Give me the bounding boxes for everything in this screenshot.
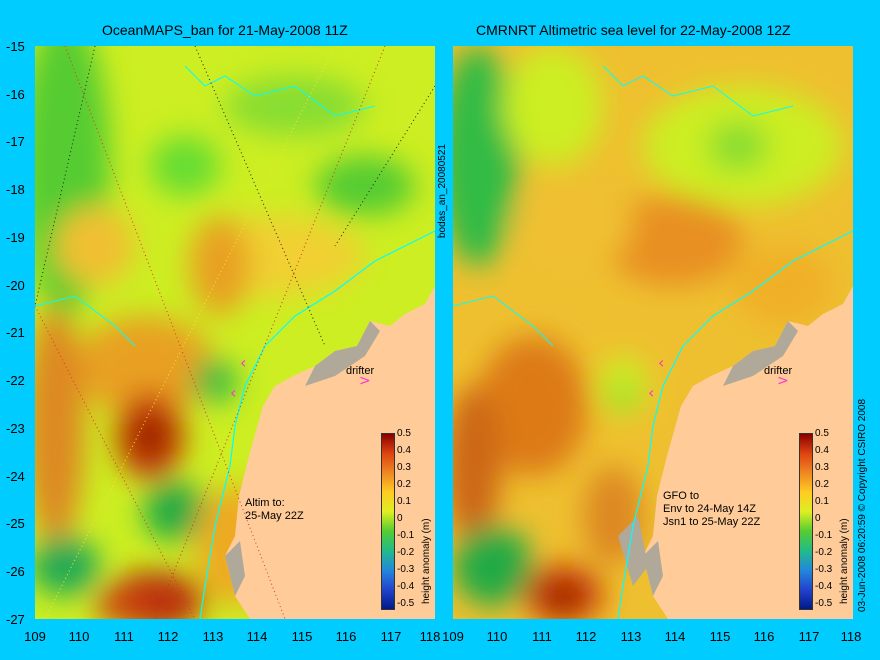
colorbar-tick: -0.4 — [397, 581, 415, 592]
colorbar-tick: -0.2 — [397, 547, 415, 558]
colorbar-tick: 0.1 — [397, 496, 411, 507]
y-tick: -23 — [6, 421, 25, 436]
right-map-title: CMRNRT Altimetric sea level for 22-May-2… — [476, 22, 791, 38]
drift-arrow-icon: ‹ — [648, 383, 654, 402]
coast-contour — [617, 230, 853, 619]
coast-contour — [184, 65, 376, 117]
x-tick: 109 — [442, 629, 464, 644]
reef-shading — [225, 321, 380, 596]
drifter-arrow-icon: > — [777, 373, 789, 389]
colorbar-tick: -0.2 — [815, 547, 833, 558]
right-sea-level-map: ‹ ‹ > — [453, 46, 853, 619]
x-tick: 114 — [246, 629, 268, 644]
left-colorbar-label: height anomaly (m) — [421, 518, 432, 604]
right-colorbar — [799, 433, 813, 610]
left-sea-level-map: ‹ ‹ > — [35, 46, 435, 619]
y-tick: -26 — [6, 564, 25, 579]
colorbar-tick: 0 — [397, 513, 403, 524]
y-tick: -16 — [6, 87, 25, 102]
y-tick: -19 — [6, 230, 25, 245]
y-tick: -21 — [6, 325, 25, 340]
x-tick: 110 — [486, 629, 508, 644]
x-tick: 113 — [620, 629, 642, 644]
colorbar-tick: 0.2 — [815, 479, 829, 490]
right-gfo-label: GFO to Env to 24-May 14Z Jsn1 to 25-May … — [663, 490, 761, 528]
colorbar-tick: 0.2 — [397, 479, 411, 490]
colorbar-tick: -0.1 — [397, 530, 415, 541]
y-tick: -18 — [6, 182, 25, 197]
colorbar-tick: 0.1 — [815, 496, 829, 507]
x-tick: 118 — [840, 629, 862, 644]
colorbar-tick: -0.3 — [815, 564, 833, 575]
colorbar-tick: -0.4 — [815, 581, 833, 592]
coast-contour — [602, 65, 794, 117]
right-colorbar-label: height anomaly (m) — [839, 518, 850, 604]
right-drifter-label: drifter — [764, 365, 793, 377]
colorbar-tick: 0.4 — [815, 445, 829, 456]
y-tick: -20 — [6, 278, 25, 293]
y-tick: -17 — [6, 134, 25, 149]
x-tick: 112 — [157, 629, 179, 644]
x-tick: 115 — [291, 629, 313, 644]
colorbar-tick: -0.1 — [815, 530, 833, 541]
left-map-title: OceanMAPS_ban for 21-May-2008 11Z — [102, 22, 348, 38]
x-tick: 117 — [798, 629, 820, 644]
colorbar-tick: 0.5 — [397, 428, 411, 439]
colorbar-tick: 0.3 — [815, 462, 829, 473]
x-tick: 118 — [419, 629, 441, 644]
left-drifter-label: drifter — [346, 365, 375, 377]
coast-contour — [453, 295, 554, 347]
y-tick: -24 — [6, 469, 25, 484]
reef-shading — [618, 321, 798, 596]
x-tick: 116 — [335, 629, 357, 644]
y-tick: -27 — [6, 612, 25, 627]
y-tick: -15 — [6, 39, 25, 54]
colorbar-tick: 0 — [815, 513, 821, 524]
left-anomaly-field — [35, 46, 415, 619]
colorbar-tick: 0.3 — [397, 462, 411, 473]
drifter-arrow-icon: > — [359, 373, 371, 389]
right-anomaly-field — [453, 46, 843, 619]
left-altim-label: Altim to: 25-May 22Z — [245, 497, 304, 522]
x-tick: 115 — [709, 629, 731, 644]
colorbar-tick: -0.3 — [397, 564, 415, 575]
coast-contour — [199, 230, 435, 619]
colorbar-tick: -0.5 — [397, 598, 415, 609]
left-colorbar — [381, 433, 395, 610]
x-tick: 109 — [24, 629, 46, 644]
x-tick: 117 — [380, 629, 402, 644]
x-tick: 111 — [532, 629, 552, 644]
x-tick: 110 — [68, 629, 90, 644]
x-tick: 114 — [664, 629, 686, 644]
y-tick: -22 — [6, 373, 25, 388]
coast-contour — [35, 295, 136, 347]
colorbar-tick: -0.5 — [815, 598, 833, 609]
colorbar-tick: 0.5 — [815, 428, 829, 439]
x-tick: 116 — [753, 629, 775, 644]
drift-arrow-icon: ‹ — [230, 383, 236, 402]
copyright-timestamp-label: 03-Jun-2008 06:20:59 © Copyright CSIRO 2… — [857, 398, 868, 612]
drift-arrow-icon: ‹ — [240, 353, 246, 372]
x-tick: 112 — [575, 629, 597, 644]
drift-arrow-icon: ‹ — [658, 353, 664, 372]
colorbar-tick: 0.4 — [397, 445, 411, 456]
y-tick: -25 — [6, 516, 25, 531]
x-tick: 111 — [114, 629, 134, 644]
left-dataset-label: bodas_an_20080521 — [437, 144, 448, 238]
x-tick: 113 — [202, 629, 224, 644]
